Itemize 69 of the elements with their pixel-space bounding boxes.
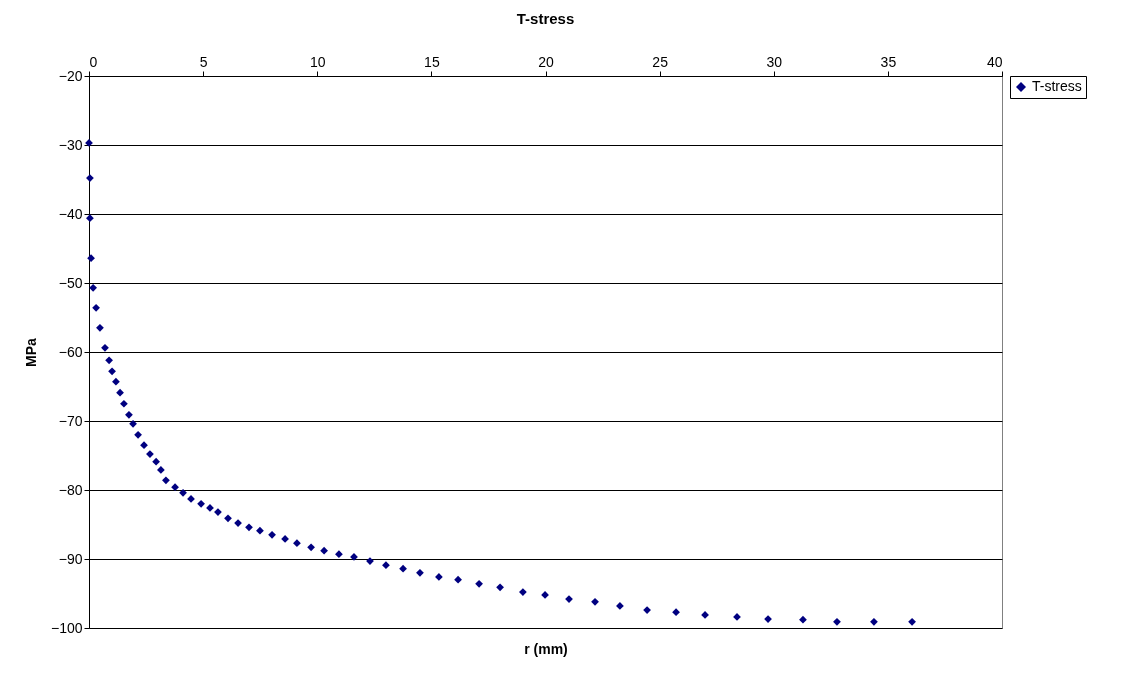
point (268, 530, 276, 539)
point (108, 367, 116, 376)
point (672, 608, 680, 616)
point (197, 499, 205, 508)
point (96, 323, 104, 332)
y-tick-label: −20 (58, 67, 83, 84)
y-tick-label: −80 (58, 481, 83, 498)
point (179, 488, 187, 497)
point (171, 483, 179, 492)
point (454, 575, 462, 584)
point (162, 476, 170, 485)
y-tick-label: −70 (58, 412, 83, 429)
point (86, 174, 94, 182)
y-tick-label: −100 (50, 619, 83, 636)
x-tick-label: 20 (538, 53, 554, 70)
point (234, 519, 242, 527)
point (293, 539, 301, 547)
point (146, 450, 154, 458)
point (908, 617, 916, 626)
point (307, 543, 315, 552)
x-tick-label: 30 (766, 53, 783, 70)
point (416, 568, 424, 577)
point (435, 573, 443, 581)
x-tick-label: 0 (89, 53, 98, 70)
y-tick-label: −60 (58, 343, 83, 360)
point (496, 583, 504, 592)
point (541, 591, 549, 599)
y-axis-title: MPa (22, 337, 39, 367)
point (129, 419, 137, 428)
point (101, 343, 109, 352)
point (92, 303, 100, 312)
point (335, 550, 343, 559)
point (134, 430, 142, 439)
x-tick-label: 5 (199, 53, 208, 70)
x-axis-title: r (mm) (524, 640, 568, 657)
y-tick-label: −40 (58, 205, 83, 222)
point (152, 457, 160, 466)
point (701, 611, 709, 619)
point (870, 617, 878, 626)
y-tick-label: −90 (58, 550, 83, 567)
point (224, 514, 232, 523)
point (616, 602, 624, 610)
x-tick-label: 15 (424, 53, 440, 70)
point (475, 579, 483, 588)
point (519, 588, 527, 596)
y-tick-label: −50 (58, 274, 83, 291)
x-tick-label: 25 (652, 53, 669, 70)
x-tick-label: 10 (309, 53, 326, 70)
point (89, 283, 97, 292)
y-tick-label: −30 (58, 136, 83, 153)
legend-label: T-stress (1032, 78, 1082, 94)
point (120, 399, 128, 408)
point (799, 615, 807, 624)
point (399, 564, 407, 573)
point (382, 561, 390, 570)
point (105, 356, 113, 365)
point (320, 546, 328, 555)
point (140, 441, 148, 450)
point (256, 526, 264, 535)
x-tick-label: 40 (986, 53, 1003, 70)
chart-title: T-stress (516, 10, 575, 27)
point (591, 597, 599, 606)
point (833, 617, 841, 626)
x-tick-label: 35 (880, 53, 897, 70)
point (87, 254, 95, 263)
point (112, 377, 120, 386)
point (125, 410, 133, 419)
point (116, 388, 124, 397)
point (245, 523, 253, 532)
